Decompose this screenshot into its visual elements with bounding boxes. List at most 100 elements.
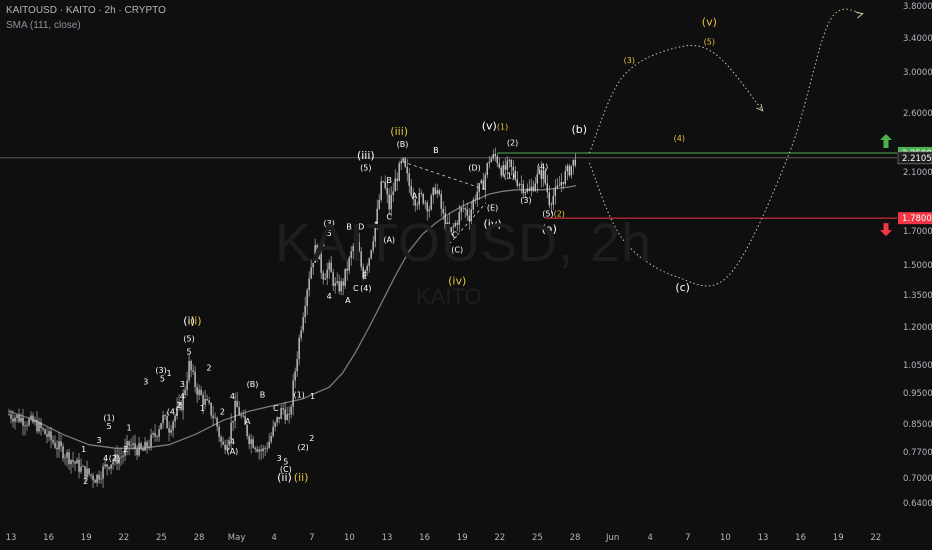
- wave-label: A: [245, 417, 251, 426]
- candle-body: [144, 441, 146, 451]
- wave-label: 1: [167, 369, 172, 378]
- candle-body: [18, 415, 20, 422]
- time-tick-label: 22: [118, 533, 129, 543]
- candle-body: [274, 422, 276, 427]
- wave-label: C: [386, 213, 392, 222]
- candle-body: [344, 268, 346, 286]
- wave-label: (A): [383, 235, 395, 244]
- candle-body: [470, 209, 472, 221]
- wave-label: C: [273, 404, 279, 413]
- wave-label: 4: [327, 292, 332, 301]
- candle-body: [272, 426, 274, 436]
- wave-label: 4: [103, 454, 108, 463]
- candle-body: [110, 464, 112, 469]
- candle-body: [30, 415, 32, 420]
- price-tick-label: 2.1000: [903, 168, 932, 178]
- candle-body: [56, 447, 58, 450]
- candle-body: [516, 179, 518, 186]
- wave-label: C: [452, 230, 458, 239]
- candle-body: [538, 170, 540, 175]
- wave-label: 4: [230, 438, 235, 447]
- candle-body: [14, 417, 16, 422]
- candle-body: [566, 165, 568, 172]
- candle-body: [28, 419, 30, 426]
- candle-body: [256, 449, 258, 452]
- projection-path: [588, 44, 764, 154]
- candle-body: [572, 159, 574, 166]
- candle-body: [268, 441, 270, 448]
- candle-body: [356, 236, 358, 242]
- wave-label: 2: [309, 434, 314, 443]
- candle-body: [310, 267, 312, 279]
- candle-body: [422, 193, 424, 204]
- candle-body: [126, 441, 128, 448]
- candle-body: [432, 187, 434, 196]
- candle-body: [496, 156, 498, 164]
- candle-body: [120, 456, 122, 458]
- projection-arrowhead: [855, 11, 864, 19]
- candle-body: [528, 188, 530, 191]
- wave-label: (3): [155, 366, 166, 375]
- candle-body: [156, 436, 158, 438]
- candle-body: [316, 245, 318, 260]
- candle-body: [80, 466, 82, 472]
- candle-body: [506, 160, 508, 170]
- wave-label: 5: [283, 458, 288, 467]
- candle-body: [36, 419, 38, 432]
- candle-body: [24, 425, 26, 427]
- candle-body: [128, 441, 130, 446]
- candle-body: [424, 202, 426, 204]
- wave-label: (4): [360, 284, 371, 293]
- candle-body: [308, 278, 310, 291]
- candle-body: [348, 257, 350, 271]
- wave-label: B: [346, 222, 352, 231]
- candle-body: [332, 272, 334, 286]
- candle-body: [178, 401, 180, 407]
- wave-label: (2): [554, 210, 565, 219]
- price-tick-label: 0.7700: [903, 448, 932, 458]
- candle-body: [438, 190, 440, 195]
- candle-body: [326, 269, 328, 279]
- candle-body: [148, 446, 150, 448]
- candle-body: [184, 389, 186, 395]
- wave-label: (a): [542, 223, 557, 236]
- candle-body: [190, 360, 192, 371]
- candle-body: [342, 281, 344, 286]
- time-tick-label: 28: [194, 533, 205, 543]
- candle-body: [92, 475, 94, 481]
- candle-body: [232, 420, 234, 423]
- wave-label: 2: [220, 407, 225, 416]
- candle-body: [320, 253, 322, 273]
- candle-body: [206, 399, 208, 401]
- candle-body: [546, 183, 548, 193]
- price-axis[interactable]: 3.8000 3.4000 3.0000 2.6000 2.1000 1.7000 1.50…: [897, 2, 932, 509]
- candle-body: [380, 181, 382, 200]
- candle-body: [122, 455, 124, 457]
- candle-body: [574, 159, 576, 166]
- wave-label: (iii): [357, 149, 375, 162]
- time-tick-label: May: [228, 533, 246, 543]
- candle-body: [112, 461, 114, 465]
- time-axis[interactable]: 13 16 19 22 25 28 May 4 7 10 13 16 19 22 25 28 Jun 4 7 10 13…: [6, 533, 882, 543]
- candle-body: [564, 171, 566, 184]
- wave-label: 2: [177, 401, 182, 410]
- candle-body: [102, 466, 104, 479]
- red-price-tag-label: 1.7800: [902, 214, 932, 224]
- candle-body: [140, 443, 142, 449]
- candle-body: [504, 165, 506, 170]
- candle-body: [48, 431, 50, 437]
- candle-body: [526, 188, 528, 192]
- candle-body: [368, 258, 370, 267]
- wave-label: (1): [103, 414, 114, 423]
- wave-label: B: [260, 390, 266, 399]
- time-tick-label: 22: [494, 533, 505, 543]
- candle-body: [540, 170, 542, 179]
- candle-body: [130, 445, 132, 446]
- price-tick-label: 0.6400: [903, 499, 932, 509]
- candle-body: [86, 468, 88, 478]
- candle-body: [136, 448, 138, 456]
- candle-body: [560, 182, 562, 186]
- candle-body: [300, 330, 302, 338]
- candle-body: [174, 415, 176, 422]
